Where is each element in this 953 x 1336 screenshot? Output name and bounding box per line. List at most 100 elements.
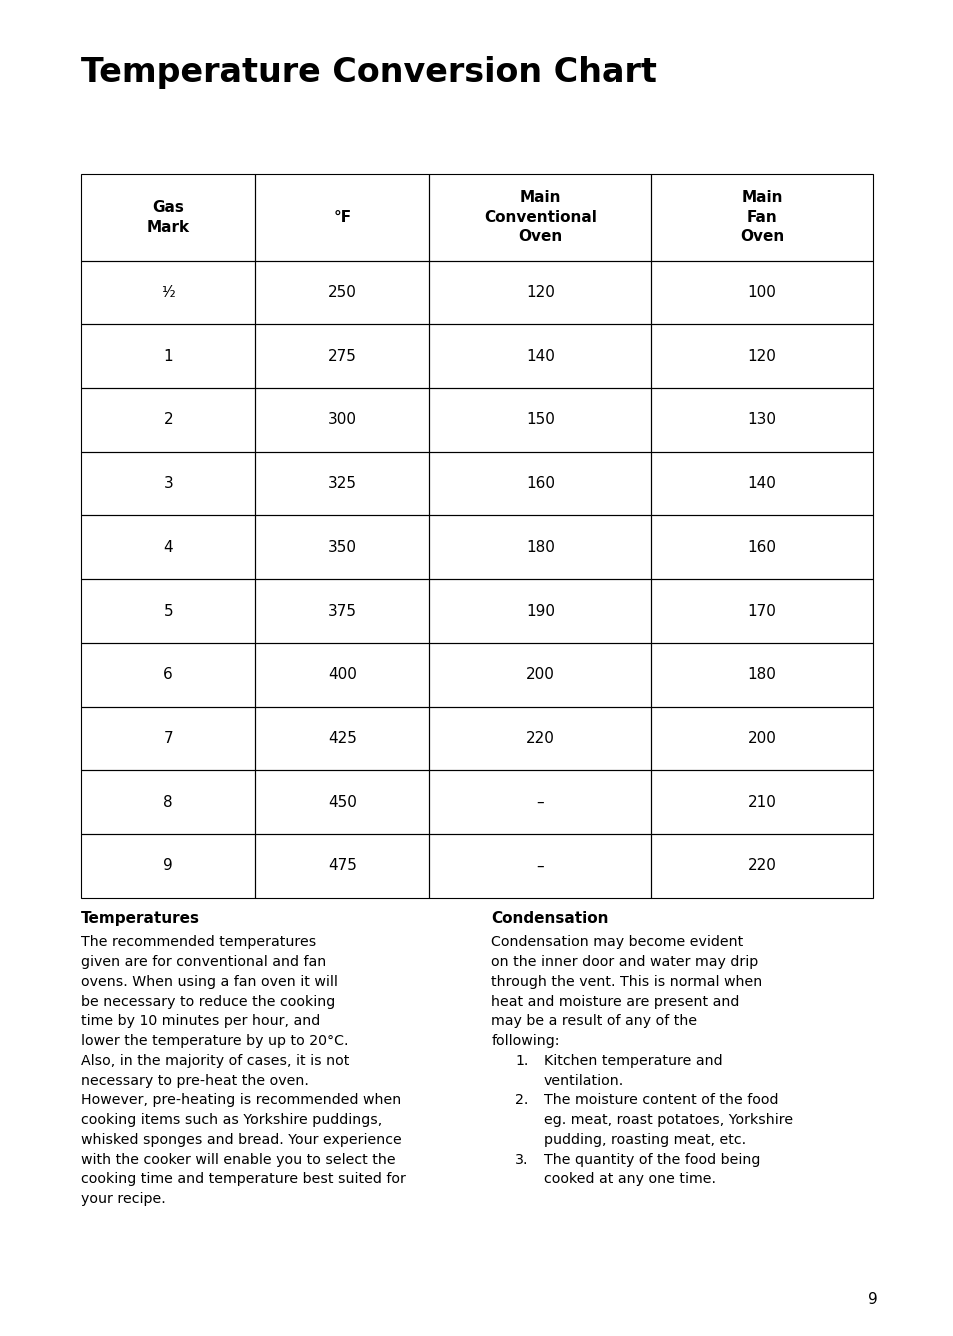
- Bar: [81, 771, 255, 834]
- Text: 160: 160: [525, 476, 555, 492]
- Text: However, pre-heating is recommended when: However, pre-heating is recommended when: [81, 1093, 401, 1108]
- Text: 9: 9: [163, 859, 172, 874]
- Text: necessary to pre-heat the oven.: necessary to pre-heat the oven.: [81, 1074, 309, 1088]
- Text: 250: 250: [328, 285, 356, 301]
- Text: 120: 120: [747, 349, 776, 363]
- Text: 220: 220: [525, 731, 555, 745]
- Text: your recipe.: your recipe.: [81, 1192, 166, 1206]
- Text: Main
Fan
Oven: Main Fan Oven: [740, 190, 783, 244]
- Bar: [255, 174, 429, 261]
- Bar: [255, 516, 429, 580]
- Bar: [81, 387, 255, 452]
- Text: 150: 150: [525, 413, 555, 428]
- Text: whisked sponges and bread. Your experience: whisked sponges and bread. Your experien…: [81, 1133, 401, 1146]
- Text: following:: following:: [491, 1034, 559, 1047]
- Text: 8: 8: [163, 795, 172, 810]
- Bar: [81, 580, 255, 643]
- Bar: [255, 771, 429, 834]
- Bar: [255, 707, 429, 771]
- Text: cooked at any one time.: cooked at any one time.: [543, 1173, 715, 1186]
- Text: 220: 220: [747, 859, 776, 874]
- Bar: [429, 643, 651, 707]
- Text: 375: 375: [328, 604, 356, 619]
- Text: Condensation may become evident: Condensation may become evident: [491, 935, 742, 949]
- Bar: [651, 580, 872, 643]
- Text: given are for conventional and fan: given are for conventional and fan: [81, 955, 326, 969]
- Text: on the inner door and water may drip: on the inner door and water may drip: [491, 955, 758, 969]
- Text: 190: 190: [525, 604, 555, 619]
- Text: 180: 180: [525, 540, 555, 554]
- Bar: [651, 643, 872, 707]
- Text: 140: 140: [747, 476, 776, 492]
- Text: The moisture content of the food: The moisture content of the food: [543, 1093, 778, 1108]
- Bar: [81, 643, 255, 707]
- Text: Main
Conventional
Oven: Main Conventional Oven: [483, 190, 597, 244]
- Bar: [651, 174, 872, 261]
- Text: 3: 3: [163, 476, 172, 492]
- Text: 5: 5: [163, 604, 172, 619]
- Text: Gas
Mark: Gas Mark: [147, 199, 190, 235]
- Bar: [81, 834, 255, 898]
- Text: 325: 325: [328, 476, 356, 492]
- Bar: [255, 261, 429, 325]
- Bar: [81, 707, 255, 771]
- Bar: [81, 452, 255, 516]
- Bar: [255, 834, 429, 898]
- Text: –: –: [536, 859, 543, 874]
- Text: 475: 475: [328, 859, 356, 874]
- Text: Condensation: Condensation: [491, 911, 608, 926]
- Bar: [81, 174, 255, 261]
- Text: 1.: 1.: [515, 1054, 528, 1067]
- Bar: [429, 771, 651, 834]
- Text: 300: 300: [328, 413, 356, 428]
- Text: lower the temperature by up to 20°C.: lower the temperature by up to 20°C.: [81, 1034, 348, 1047]
- Bar: [429, 325, 651, 387]
- Bar: [429, 174, 651, 261]
- Text: 180: 180: [747, 667, 776, 683]
- Text: ovens. When using a fan oven it will: ovens. When using a fan oven it will: [81, 975, 337, 989]
- Text: 275: 275: [328, 349, 356, 363]
- Bar: [651, 771, 872, 834]
- Text: heat and moisture are present and: heat and moisture are present and: [491, 994, 739, 1009]
- Text: Temperatures: Temperatures: [81, 911, 200, 926]
- Bar: [429, 452, 651, 516]
- Text: 7: 7: [163, 731, 172, 745]
- Text: through the vent. This is normal when: through the vent. This is normal when: [491, 975, 761, 989]
- Text: 2: 2: [163, 413, 172, 428]
- Text: 350: 350: [328, 540, 356, 554]
- Bar: [255, 387, 429, 452]
- Text: 2.: 2.: [515, 1093, 528, 1108]
- Text: ¹⁄₂: ¹⁄₂: [161, 285, 175, 301]
- Bar: [651, 834, 872, 898]
- Text: 1: 1: [163, 349, 172, 363]
- Text: 3.: 3.: [515, 1153, 528, 1166]
- Text: eg. meat, roast potatoes, Yorkshire: eg. meat, roast potatoes, Yorkshire: [543, 1113, 792, 1128]
- Bar: [651, 387, 872, 452]
- Text: 400: 400: [328, 667, 356, 683]
- Text: 425: 425: [328, 731, 356, 745]
- Bar: [255, 580, 429, 643]
- Bar: [429, 387, 651, 452]
- Bar: [651, 516, 872, 580]
- Bar: [429, 834, 651, 898]
- Text: 160: 160: [747, 540, 776, 554]
- Text: 100: 100: [747, 285, 776, 301]
- Text: 200: 200: [747, 731, 776, 745]
- Bar: [81, 516, 255, 580]
- Text: 170: 170: [747, 604, 776, 619]
- Text: cooking time and temperature best suited for: cooking time and temperature best suited…: [81, 1173, 406, 1186]
- Text: Also, in the majority of cases, it is not: Also, in the majority of cases, it is no…: [81, 1054, 349, 1067]
- Text: with the cooker will enable you to select the: with the cooker will enable you to selec…: [81, 1153, 395, 1166]
- Text: be necessary to reduce the cooking: be necessary to reduce the cooking: [81, 994, 335, 1009]
- Text: 140: 140: [525, 349, 555, 363]
- Text: time by 10 minutes per hour, and: time by 10 minutes per hour, and: [81, 1014, 320, 1029]
- Text: 130: 130: [747, 413, 776, 428]
- Text: may be a result of any of the: may be a result of any of the: [491, 1014, 697, 1029]
- Bar: [81, 325, 255, 387]
- Text: 200: 200: [525, 667, 555, 683]
- Text: pudding, roasting meat, etc.: pudding, roasting meat, etc.: [543, 1133, 745, 1146]
- Text: –: –: [536, 795, 543, 810]
- Text: 4: 4: [163, 540, 172, 554]
- Bar: [429, 261, 651, 325]
- Text: Kitchen temperature and: Kitchen temperature and: [543, 1054, 721, 1067]
